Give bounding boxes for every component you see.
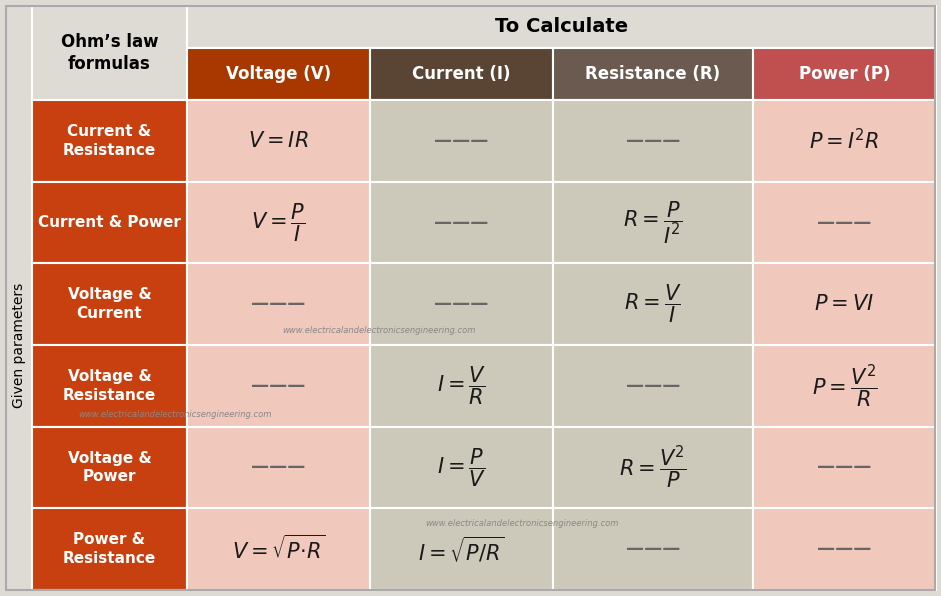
Text: $R = \dfrac{P}{I^{2}}$: $R = \dfrac{P}{I^{2}}$: [623, 200, 683, 246]
Bar: [553, 263, 753, 345]
Text: ———: ———: [435, 213, 488, 231]
Bar: [187, 100, 370, 182]
Bar: [370, 345, 553, 427]
Text: Power &
Resistance: Power & Resistance: [63, 532, 156, 566]
Bar: [32, 182, 187, 263]
Text: www.electricalandelectronicsengineering.com: www.electricalandelectronicsengineering.…: [424, 519, 618, 527]
Text: Current & Power: Current & Power: [38, 215, 181, 230]
Text: ———: ———: [251, 377, 306, 395]
Bar: [370, 263, 553, 345]
Bar: [32, 508, 187, 590]
Text: Current &
Resistance: Current & Resistance: [63, 124, 156, 157]
Text: $R = \dfrac{V}{I}$: $R = \dfrac{V}{I}$: [624, 283, 682, 325]
Bar: [187, 182, 370, 263]
Text: Current (I): Current (I): [412, 65, 511, 83]
Text: www.electricalandelectronicsengineering.com: www.electricalandelectronicsengineering.…: [78, 410, 272, 419]
Bar: [370, 427, 553, 508]
Bar: [753, 263, 936, 345]
Text: Voltage &
Resistance: Voltage & Resistance: [63, 369, 156, 403]
Text: Voltage &
Power: Voltage & Power: [68, 451, 152, 485]
Text: $V = IR$: $V = IR$: [248, 131, 309, 151]
Bar: [32, 100, 187, 182]
Text: $P = I^{2}R$: $P = I^{2}R$: [809, 128, 880, 153]
Bar: [753, 100, 936, 182]
Bar: [370, 508, 553, 590]
Text: ———: ———: [818, 540, 871, 558]
Text: $P = VI$: $P = VI$: [815, 294, 874, 314]
Text: ———: ———: [435, 295, 488, 313]
Text: ———: ———: [818, 458, 871, 476]
Text: www.electricalandelectronicsengineering.com: www.electricalandelectronicsengineering.…: [282, 326, 476, 335]
Bar: [553, 48, 753, 100]
Text: ———: ———: [626, 540, 680, 558]
Bar: [553, 182, 753, 263]
Text: ———: ———: [251, 458, 306, 476]
Bar: [553, 508, 753, 590]
Text: $I = \dfrac{P}{V}$: $I = \dfrac{P}{V}$: [437, 446, 486, 489]
Text: Power (P): Power (P): [799, 65, 890, 83]
Text: Voltage &
Current: Voltage & Current: [68, 287, 152, 321]
Bar: [187, 48, 370, 100]
Bar: [32, 345, 187, 427]
Text: Resistance (R): Resistance (R): [585, 65, 721, 83]
Bar: [553, 100, 753, 182]
Text: $V = \sqrt{P{\cdot}R}$: $V = \sqrt{P{\cdot}R}$: [231, 535, 326, 563]
Bar: [187, 427, 370, 508]
Bar: [187, 345, 370, 427]
Bar: [6, 100, 32, 590]
Text: ———: ———: [435, 132, 488, 150]
Text: Ohm’s law
formulas: Ohm’s law formulas: [61, 33, 158, 73]
Bar: [753, 345, 936, 427]
Bar: [753, 182, 936, 263]
Bar: [32, 263, 187, 345]
Text: ———: ———: [818, 213, 871, 231]
Bar: [553, 427, 753, 508]
Bar: [32, 6, 187, 100]
Text: $I = \sqrt{P/R}$: $I = \sqrt{P/R}$: [419, 534, 504, 564]
Text: Given parameters: Given parameters: [12, 283, 26, 408]
Text: ———: ———: [626, 132, 680, 150]
Bar: [753, 508, 936, 590]
Bar: [187, 263, 370, 345]
Text: To Calculate: To Calculate: [495, 17, 628, 36]
Bar: [187, 508, 370, 590]
Bar: [187, 6, 936, 48]
Bar: [553, 345, 753, 427]
Bar: [753, 427, 936, 508]
Bar: [753, 48, 936, 100]
Text: $V = \dfrac{P}{I}$: $V = \dfrac{P}{I}$: [251, 201, 306, 244]
Bar: [32, 427, 187, 508]
Text: $R = \dfrac{V^{2}}{P}$: $R = \dfrac{V^{2}}{P}$: [619, 443, 687, 491]
Bar: [370, 182, 553, 263]
Text: Voltage (V): Voltage (V): [226, 65, 331, 83]
Text: $P = \dfrac{V^{2}}{R}$: $P = \dfrac{V^{2}}{R}$: [811, 362, 877, 409]
Text: ———: ———: [626, 377, 680, 395]
Text: $I = \dfrac{V}{R}$: $I = \dfrac{V}{R}$: [437, 365, 486, 407]
Bar: [370, 100, 553, 182]
Text: ———: ———: [251, 295, 306, 313]
Bar: [370, 48, 553, 100]
